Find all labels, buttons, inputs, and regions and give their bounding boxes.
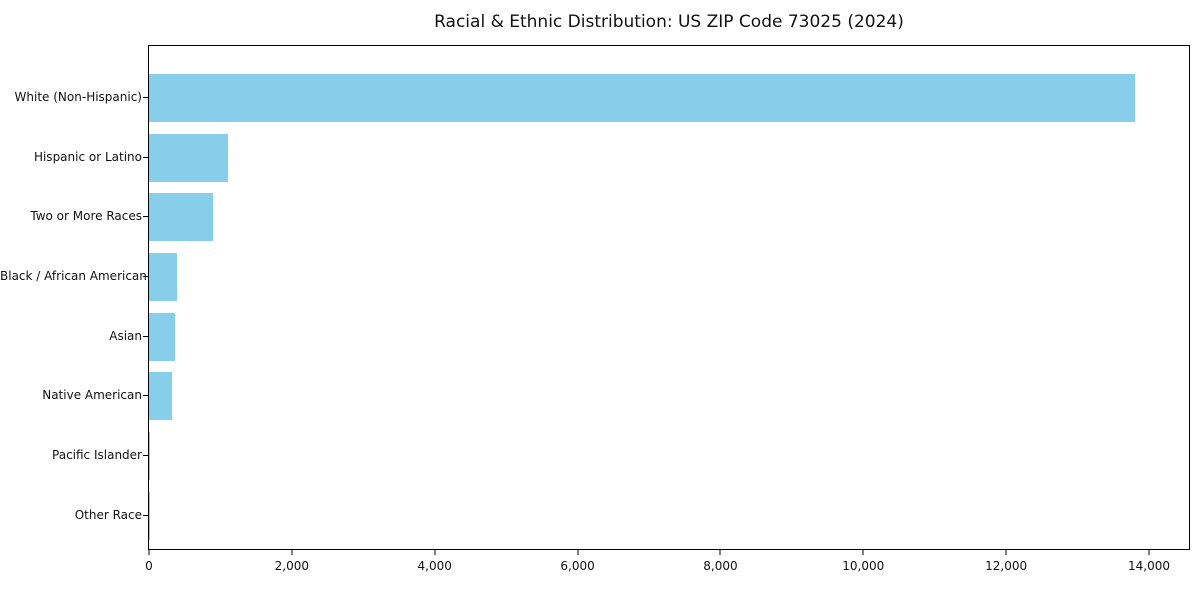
bar-3: [149, 252, 177, 301]
x-axis-tick: [577, 550, 579, 555]
y-axis-label: Pacific Islander: [52, 448, 142, 463]
y-axis-tick: [143, 455, 148, 457]
bar-4: [149, 312, 176, 361]
x-axis-tick: [148, 550, 150, 555]
y-axis-label: Other Race: [74, 507, 142, 522]
x-axis-tick: [1148, 550, 1150, 555]
y-axis-label: White (Non-Hispanic): [14, 89, 142, 104]
y-axis-label: Black / African American: [0, 268, 147, 283]
x-axis-tick-label: 6,000: [560, 559, 595, 573]
y-axis-tick: [143, 216, 148, 218]
x-axis-tick-label: 0: [145, 559, 153, 573]
chart-title: Racial & Ethnic Distribution: US ZIP Cod…: [434, 12, 904, 32]
y-axis-tick: [143, 156, 148, 158]
bar-2: [149, 193, 213, 242]
plot-area: [148, 45, 1190, 550]
x-axis-tick: [1005, 550, 1007, 555]
x-axis-tick-label: 8,000: [703, 559, 738, 573]
bar-0: [149, 73, 1135, 122]
y-axis-tick: [143, 514, 148, 516]
y-axis-tick: [143, 335, 148, 337]
y-axis-label: Two or More Races: [30, 209, 142, 224]
y-axis-label: Hispanic or Latino: [33, 149, 142, 164]
x-axis-tick-label: 2,000: [274, 559, 310, 573]
x-axis-tick-label: 14,000: [1128, 559, 1170, 573]
y-axis-label: Asian: [109, 328, 142, 343]
bar-1: [149, 133, 228, 182]
y-axis-tick: [143, 96, 148, 98]
bar-6: [149, 432, 150, 481]
x-axis-tick: [719, 550, 721, 555]
y-axis-tick: [143, 275, 148, 277]
y-axis-tick: [143, 395, 148, 397]
x-axis-tick: [434, 550, 436, 555]
x-axis-tick-label: 10,000: [842, 559, 885, 573]
x-axis-tick: [291, 550, 293, 555]
x-axis-tick: [862, 550, 864, 555]
x-axis-tick-label: 12,000: [985, 559, 1028, 573]
x-axis-tick-label: 4,000: [417, 559, 452, 573]
bar-5: [149, 372, 172, 421]
y-axis-label: Native American: [42, 388, 142, 403]
